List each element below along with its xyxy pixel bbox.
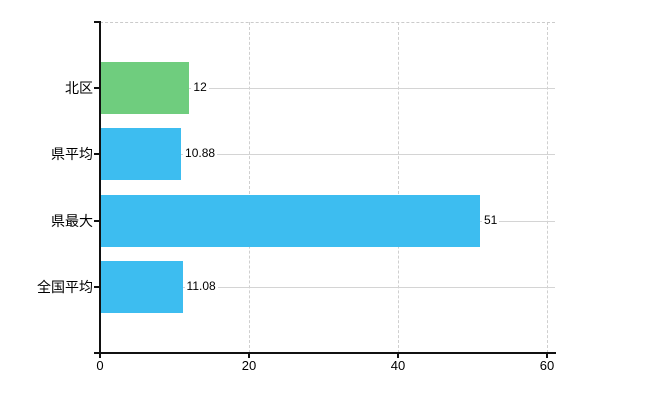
x-tick-label: 40 [390, 358, 406, 373]
x-tick-label: 60 [539, 358, 555, 373]
bar [100, 194, 480, 247]
x-axis-tick [248, 353, 250, 358]
category-gridline [100, 88, 555, 90]
x-tick-label: 0 [96, 358, 104, 373]
bar [100, 128, 182, 181]
x-axis-line [94, 352, 556, 354]
y-axis-top-tick [94, 21, 100, 23]
x-axis-tick [397, 353, 399, 358]
category-label: 県最大 [51, 212, 93, 229]
bar-value-label: 10.88 [183, 146, 218, 162]
plot-top-border [100, 22, 555, 23]
bar [100, 260, 183, 313]
y-axis-tick [94, 219, 100, 222]
category-label: 県平均 [51, 146, 93, 163]
vertical-gridline [249, 22, 250, 353]
category-gridline [100, 286, 555, 288]
y-axis-tick [94, 153, 100, 156]
bar [100, 62, 190, 115]
category-label: 北区 [65, 80, 93, 97]
y-axis-line [99, 21, 101, 354]
vertical-gridline [547, 22, 548, 353]
category-label: 全国平均 [37, 278, 93, 295]
x-tick-label: 20 [241, 358, 257, 373]
x-axis-tick [546, 353, 548, 358]
y-axis-tick [94, 285, 100, 288]
bar-value-label: 51 [481, 212, 500, 228]
y-axis-tick [94, 87, 100, 90]
bar-value-label: 11.08 [184, 278, 218, 294]
category-gridline [100, 154, 555, 156]
x-axis-tick [99, 353, 101, 358]
vertical-gridline [398, 22, 399, 353]
bar-value-label: 12 [191, 80, 209, 96]
